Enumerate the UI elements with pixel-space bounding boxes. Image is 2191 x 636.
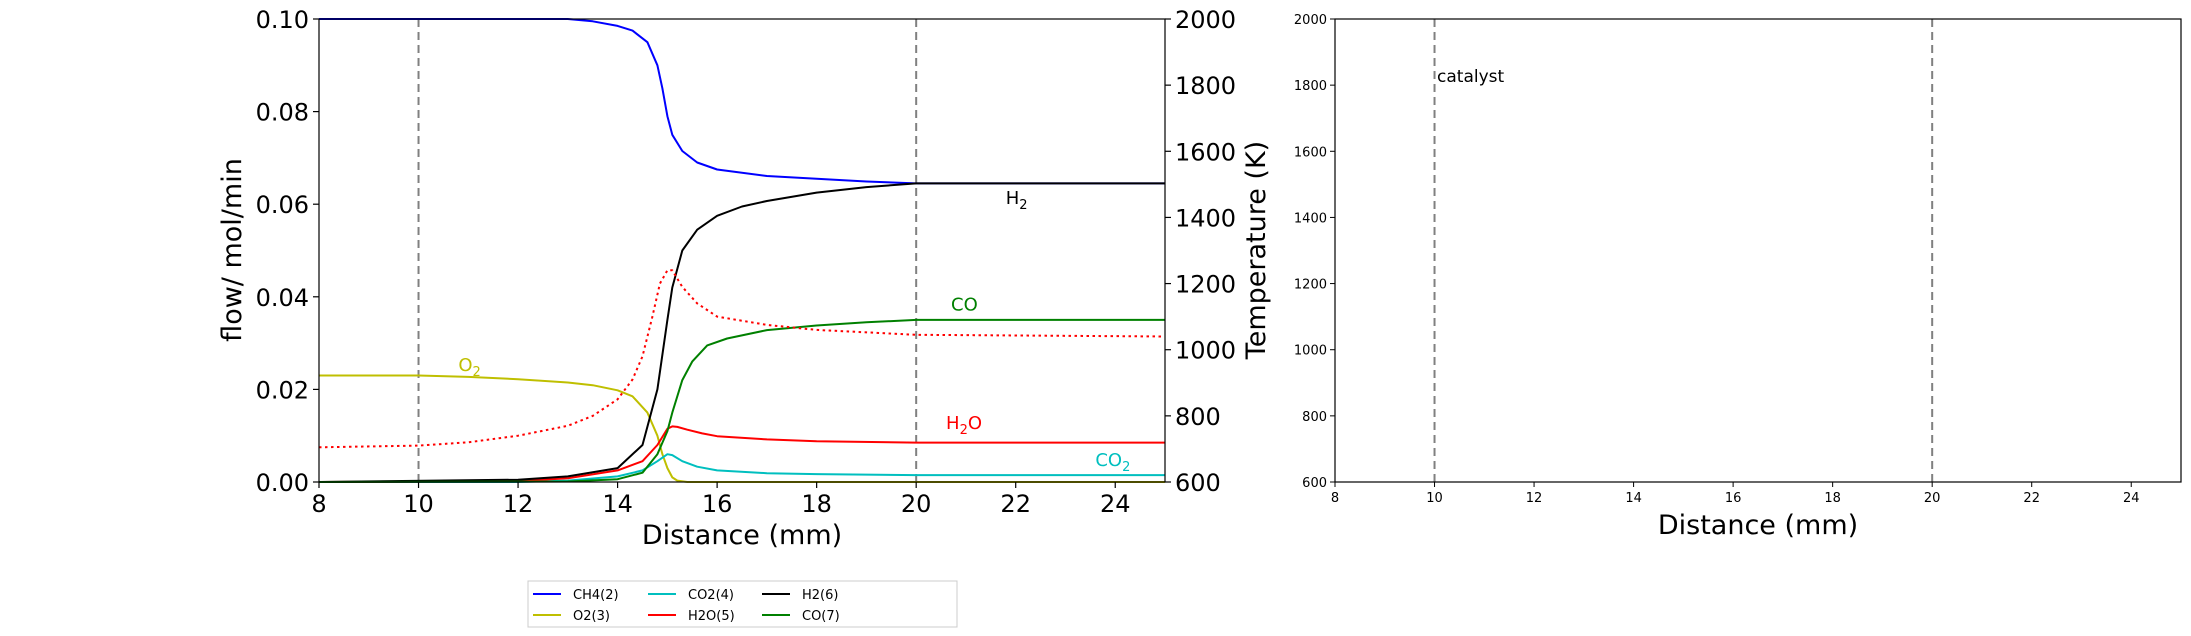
x-tick-label: 18 [801, 490, 832, 518]
legend-item: O2(3) [533, 609, 610, 624]
series-line-o23 [319, 374, 1165, 483]
legend-label: CH4(2) [573, 588, 619, 603]
legend-label: H2O(5) [688, 609, 735, 624]
left-vlines [417, 19, 918, 482]
legend-label: H2(6) [802, 588, 838, 603]
x-tick-label: 8 [1331, 491, 1339, 506]
right-x-axis-label: Distance (mm) [1658, 510, 1858, 541]
x-tick-label: 10 [403, 490, 434, 518]
right-vlines [1433, 19, 1934, 482]
legend-item: H2O(5) [648, 609, 735, 624]
right-x-ticks: 8 10 12 14 16 18 20 22 24 [1331, 482, 2140, 506]
left-plot-frame [318, 18, 1166, 483]
legend-item: CO(7) [762, 609, 840, 624]
legend-frame [527, 580, 958, 628]
legend-item: CO2(4) [648, 588, 734, 603]
y-tick-label: 1600 [1294, 145, 1327, 160]
right-y-ticks: 600 800 1000 1200 1400 1600 1800 2000 [1294, 13, 1335, 491]
x-tick-label: 16 [702, 490, 733, 518]
y-tick-label: 1000 [1294, 344, 1327, 359]
x-tick-label: 10 [1426, 491, 1443, 506]
series-line-co7 [318, 318, 1165, 483]
x-tick-label: 16 [1725, 491, 1742, 506]
x-tick-label: 12 [503, 490, 534, 518]
x-tick-label: 18 [1824, 491, 1841, 506]
legend-label: O2(3) [573, 609, 610, 624]
y2-tick-label: 800 [1175, 403, 1221, 431]
y-tick-label: 0.10 [256, 6, 309, 34]
species-annotation: H2O [946, 413, 982, 438]
legend-label: CO2(4) [688, 588, 734, 603]
y2-tick-label: 1400 [1175, 204, 1236, 232]
left-annotations: O2 H2 CO H2O CO2 [458, 188, 1130, 475]
legend-items: CH4(2) O2(3) CO2(4) H2O(5) H2(6) CO(7) [533, 588, 840, 624]
series-line-temperature [318, 269, 1166, 449]
x-tick-label: 20 [1924, 491, 1941, 506]
y-tick-label: 1200 [1294, 278, 1327, 293]
y-tick-label: 1400 [1294, 211, 1327, 226]
legend-label: CO(7) [802, 609, 840, 624]
legend: CH4(2) O2(3) CO2(4) H2O(5) H2(6) CO(7) [527, 580, 958, 628]
y2-tick-label: 1000 [1175, 337, 1236, 365]
legend-item: H2(6) [762, 588, 838, 603]
left-x-axis-label: Distance (mm) [642, 520, 842, 551]
y-tick-label: 600 [1302, 476, 1327, 491]
left-y2-axis-label: Temperature (K) [1241, 141, 1272, 360]
y2-tick-label: 1600 [1175, 138, 1236, 166]
x-tick-label: 22 [1000, 490, 1031, 518]
y2-tick-label: 600 [1175, 469, 1221, 497]
x-tick-label: 14 [602, 490, 633, 518]
left-chart: 8 10 12 14 16 18 20 22 24 0.000.020.040.060.080.… [217, 6, 1272, 551]
y-tick-label: 800 [1302, 410, 1327, 425]
y-tick-label: 0.08 [256, 99, 309, 127]
left-y-axis-label: flow/ mol/min [217, 158, 248, 342]
left-x-ticks: 8 10 12 14 16 18 20 22 24 [311, 482, 1131, 518]
series-line-co24 [319, 453, 1165, 483]
x-tick-label: 24 [2123, 491, 2140, 506]
series-line-h26 [318, 182, 1165, 483]
x-tick-label: 24 [1100, 490, 1131, 518]
y-tick-label: 2000 [1294, 13, 1327, 28]
left-series [318, 18, 1166, 483]
right-plot-frame [1334, 18, 2182, 483]
series-line-h2o5 [318, 425, 1165, 483]
x-tick-label: 22 [2023, 491, 2040, 506]
x-tick-label: 14 [1625, 491, 1642, 506]
species-annotation: CO2 [1095, 450, 1130, 475]
y2-tick-label: 2000 [1175, 6, 1236, 34]
x-tick-label: 12 [1526, 491, 1543, 506]
species-annotation: CO [951, 295, 978, 316]
y-tick-label: 0.00 [256, 469, 309, 497]
x-tick-label: 8 [311, 490, 326, 518]
y-tick-label: 1800 [1294, 79, 1327, 94]
right-chart: 8 10 12 14 16 18 20 22 24 600 800 1000 1200 1400 1600… [1294, 13, 2182, 541]
y-tick-label: 0.04 [256, 284, 309, 312]
species-annotation: O2 [458, 355, 480, 380]
series-line-ch42 [319, 18, 1165, 185]
y2-tick-label: 1800 [1175, 72, 1236, 100]
left-y2-ticks: 600 800 1000 1200 1400 1600 1800 2000 [1165, 6, 1236, 497]
legend-item: CH4(2) [533, 588, 619, 603]
catalyst-annotation: catalyst [1437, 67, 1504, 87]
y2-tick-label: 1200 [1175, 271, 1236, 299]
x-tick-label: 20 [901, 490, 932, 518]
species-annotation: H2 [1006, 188, 1028, 213]
y-tick-label: 0.06 [256, 191, 309, 219]
left-y-ticks: 0.00 0.02 0.04 0.06 0.08 0.10 [256, 6, 319, 497]
y-tick-label: 0.02 [256, 376, 309, 404]
right-annotations: catalyst [1437, 67, 1504, 87]
